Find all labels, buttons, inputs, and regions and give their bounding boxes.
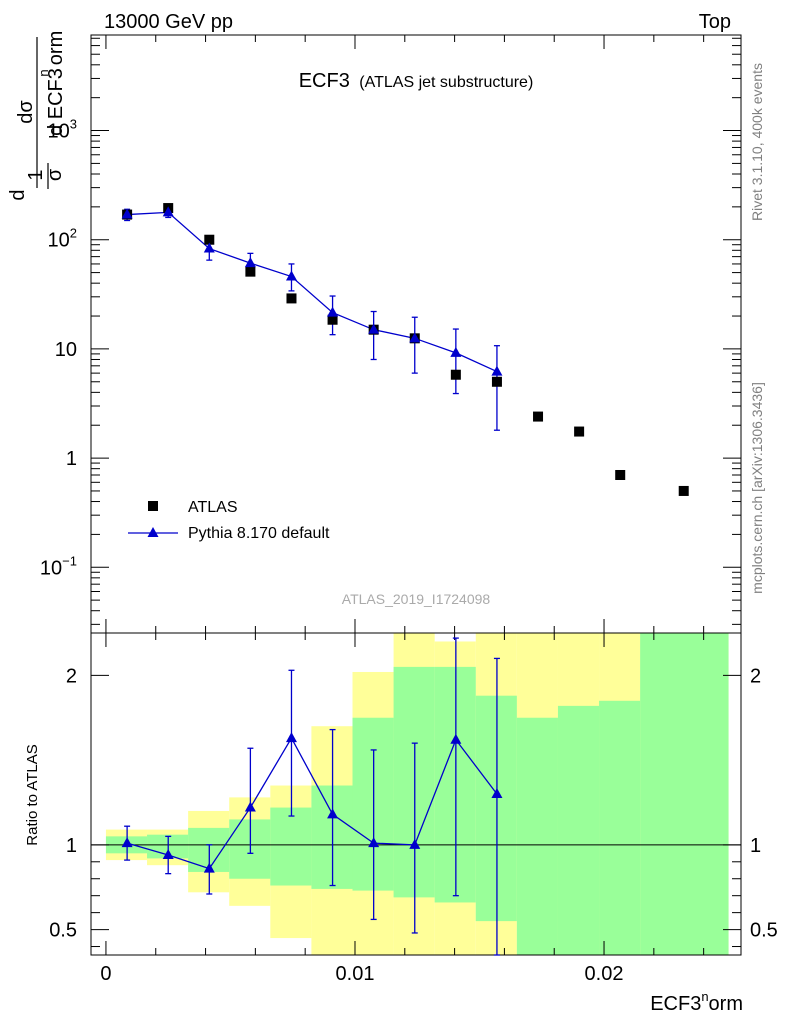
inner-band: [640, 633, 729, 955]
svg-text:dσ: dσ: [15, 100, 37, 124]
ratio-pythia-point: [162, 849, 174, 860]
legend-pythia-marker: [147, 527, 159, 537]
pythia-point: [285, 270, 297, 281]
atlas-point: [491, 376, 502, 387]
atlas-point: [204, 234, 215, 245]
ratio-pythia-point: [203, 862, 215, 873]
chart-title-sub: (ATLAS jet substructure): [359, 74, 533, 91]
atlas-point: [574, 426, 585, 437]
rivet-label: Rivet 3.1.10, 400k events: [749, 63, 765, 221]
main-data-marks: [121, 203, 689, 496]
ratio-frame: [90, 632, 742, 956]
ratio-data-marks: [121, 637, 503, 956]
inner-band: [270, 807, 312, 886]
main-y-axis-label: 1 σ d dσ d ECF3 n orm: [7, 31, 67, 201]
pythia-point: [327, 306, 339, 317]
atlas-point: [450, 369, 461, 380]
main-y-tick-label: 10: [55, 339, 77, 361]
svg-text:σ: σ: [44, 168, 66, 181]
inner-band: [599, 700, 641, 955]
pythia-point: [162, 206, 174, 217]
chart-title: ECF3 (ATLAS jet substructure): [299, 70, 534, 92]
x-axis-label: ECF3norm: [650, 989, 743, 1015]
ratio-pythia-point: [327, 808, 339, 819]
pythia-point: [409, 332, 421, 343]
main-axes: 10−1 1 10 102 103: [40, 34, 742, 634]
ratio-y-tick-label: 2: [66, 665, 77, 687]
ratio-pythia-line: [126, 736, 498, 870]
inner-band: [516, 717, 558, 955]
x-tick-label: 0.01: [336, 963, 375, 985]
legend-atlas-marker: [148, 501, 158, 511]
ratio-pythia-point: [491, 788, 503, 798]
ratio-pythia-point: [121, 837, 133, 848]
pythia-point: [450, 346, 462, 357]
main-panel: ECF3 (ATLAS jet substructure) ATLAS_2019…: [40, 34, 742, 634]
ratio-y-tick-label-right: 2: [750, 665, 761, 687]
svg-text:1: 1: [25, 169, 47, 180]
svg-text:d ECF3: d ECF3: [45, 68, 67, 136]
legend: ATLAS Pythia 8.170 default: [128, 499, 330, 542]
inner-band: [557, 705, 600, 955]
legend-pythia-label: Pythia 8.170 default: [188, 525, 330, 542]
ratio-y-tick-label-right: 0.5: [750, 920, 778, 942]
svg-text:n: n: [36, 69, 51, 76]
ratio-y-tick-label: 1: [66, 835, 77, 857]
ratio-uncertainty-bands: [105, 633, 729, 955]
ratio-y-axis-label: Ratio to ATLAS: [24, 744, 41, 845]
main-y-tick-label: 103: [48, 117, 77, 143]
svg-text:d: d: [7, 189, 29, 200]
header-left: 13000 GeV pp: [104, 11, 233, 33]
ratio-pythia-point: [450, 733, 462, 744]
main-y-tick-label: 10−1: [40, 553, 77, 579]
pythia-point: [491, 365, 503, 376]
atlas-point: [286, 293, 297, 304]
ratio-pythia-point: [244, 801, 256, 812]
watermark: ATLAS_2019_I1724098: [342, 591, 491, 607]
pythia-line: [127, 211, 498, 373]
mcplots-label: mcplots.cern.ch [arXiv:1306.3436]: [749, 382, 765, 594]
ratio-panel: 0.5 0.5 1 1 2 2 0 0.01 0.02: [49, 632, 778, 985]
pythia-point: [121, 208, 133, 219]
atlas-point: [615, 469, 626, 480]
ratio-y-tick-label-right: 1: [750, 835, 761, 857]
ratio-pythia-point: [285, 732, 297, 743]
ratio-pythia-point: [409, 838, 421, 849]
x-tick-label: 0.02: [585, 963, 624, 985]
pythia-point: [244, 257, 256, 268]
ratio-y-tick-label: 0.5: [49, 920, 77, 942]
main-y-tick-label: 102: [48, 226, 77, 252]
pythia-point: [203, 242, 215, 253]
main-y-tick-label: 1: [66, 448, 77, 470]
atlas-point: [245, 266, 256, 277]
x-tick-label: 0: [100, 963, 111, 985]
svg-text:orm: orm: [45, 31, 67, 65]
chart-title-main: ECF3: [299, 70, 350, 92]
legend-atlas-label: ATLAS: [188, 499, 238, 516]
atlas-point: [327, 314, 338, 325]
atlas-point: [678, 485, 689, 496]
header-right: Top: [699, 11, 731, 33]
atlas-point: [533, 411, 544, 422]
pythia-point: [368, 323, 380, 334]
ratio-pythia-point: [368, 837, 380, 848]
